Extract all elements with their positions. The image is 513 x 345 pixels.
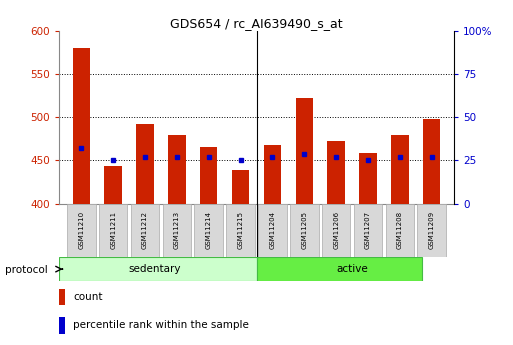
Bar <box>290 204 319 257</box>
Text: sedentary: sedentary <box>128 264 181 274</box>
Bar <box>131 204 160 257</box>
Text: protocol: protocol <box>5 265 48 275</box>
Bar <box>99 204 128 257</box>
Bar <box>72 48 90 204</box>
Text: GSM11213: GSM11213 <box>174 211 180 249</box>
Text: GSM11209: GSM11209 <box>429 211 435 249</box>
Text: GSM11211: GSM11211 <box>110 211 116 249</box>
Bar <box>163 204 191 257</box>
Bar <box>136 124 154 204</box>
Bar <box>67 204 95 257</box>
Text: count: count <box>73 292 103 302</box>
Bar <box>226 204 255 257</box>
Bar <box>194 204 223 257</box>
Text: GSM11207: GSM11207 <box>365 211 371 249</box>
Title: GDS654 / rc_AI639490_s_at: GDS654 / rc_AI639490_s_at <box>170 17 343 30</box>
Text: GSM11206: GSM11206 <box>333 211 339 249</box>
Bar <box>295 98 313 204</box>
Bar <box>258 204 287 257</box>
Bar <box>59 257 256 281</box>
Text: active: active <box>336 264 368 274</box>
Bar <box>232 170 249 204</box>
Bar <box>385 204 414 257</box>
Bar <box>327 141 345 204</box>
Bar <box>423 119 441 204</box>
Text: GSM11210: GSM11210 <box>78 211 84 249</box>
Bar <box>59 317 66 334</box>
Text: GSM11214: GSM11214 <box>206 211 212 249</box>
Bar <box>353 204 382 257</box>
Text: percentile rank within the sample: percentile rank within the sample <box>73 320 249 330</box>
Bar <box>200 148 218 204</box>
Bar <box>391 135 409 204</box>
Text: GSM11212: GSM11212 <box>142 211 148 249</box>
Bar <box>104 166 122 204</box>
Text: GSM11215: GSM11215 <box>238 211 244 249</box>
Bar <box>264 145 281 204</box>
Bar <box>256 257 422 281</box>
Text: GSM11204: GSM11204 <box>269 211 275 249</box>
Bar <box>168 135 186 204</box>
Text: GSM11208: GSM11208 <box>397 211 403 249</box>
Bar <box>59 289 66 305</box>
Text: GSM11205: GSM11205 <box>301 211 307 249</box>
Bar <box>359 152 377 204</box>
Bar <box>322 204 350 257</box>
Bar <box>418 204 446 257</box>
